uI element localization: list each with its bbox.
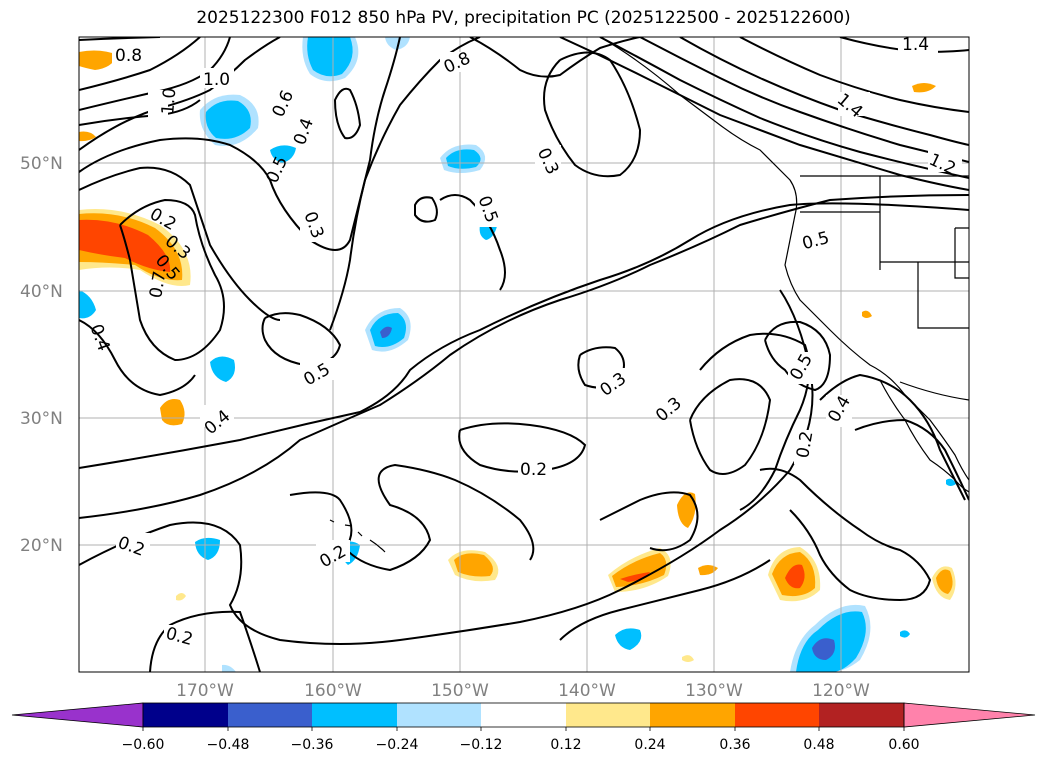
colorbar-bin [735,703,819,727]
precip-positive-blob [160,399,185,426]
baja-coast [879,379,969,493]
colorbar-tick-label: −0.60 [122,737,165,753]
precip-strong-blob [620,572,650,582]
lon-label: 120°W [812,681,870,701]
precip-negative-blob [205,100,251,139]
lat-label: 40°N [20,282,63,302]
colorbar-bin [819,703,904,727]
colorbar-tick-label: 0.24 [634,737,665,753]
north-america-coast [599,37,969,481]
precip-negative-blob [900,630,910,638]
colorbar-tick-label: −0.12 [460,737,503,753]
lat-label: 30°N [20,409,63,429]
precip-negative-blob [210,356,235,382]
lon-label: 140°W [558,681,616,701]
precip-positive-blob [936,569,953,594]
precip-negative-blob [195,537,220,560]
colorbar-extend-high [903,702,1036,728]
precip-strong-blob [79,219,171,272]
precip-negative-blob [946,478,956,486]
map-frame [78,36,970,673]
precip-positive-blob [79,50,118,70]
longitude-labels: 170°W 160°W 150°W 140°W 130°W 120°W [176,681,870,701]
page-title: 2025122300 F012 850 hPa PV, precipitatio… [196,8,851,28]
contour-label: 1.4 [902,35,929,55]
precip-negative-blob [79,290,96,319]
lat-label: 50°N [20,154,63,174]
precip-negative-blob [222,664,236,672]
lon-label: 130°W [685,681,743,701]
contour-label: 1.0 [203,70,230,90]
latitude-labels: 50°N 40°N 30°N 20°N [20,154,63,556]
precip-positive-blob [454,553,493,577]
colorbar-tick-label: 0.48 [803,737,834,753]
colorbar-bin [143,703,228,727]
colorbar-tick-label: 0.12 [550,737,581,753]
colorbar-bin [566,703,650,727]
colorbar-bin [481,703,566,727]
precip-positive-blob [698,565,718,576]
state-borders [800,176,969,329]
precip-positive-blob [912,83,936,93]
precip-positive-blob [79,131,96,142]
precip-negative-blob [615,628,642,650]
precip-negative-blob [812,638,835,660]
precipitation-fills [79,37,956,672]
precip-negative-blob [270,145,296,163]
colorbar-tick-label: −0.48 [207,737,250,753]
colorbar-bin [650,703,735,727]
lat-label: 20°N [20,536,63,556]
coastlines [329,37,969,553]
contour-label: 1.0 [158,87,180,116]
lon-label: 160°W [304,681,362,701]
contour-label: 0.2 [793,430,817,460]
precip-negative-blob [380,326,392,338]
precip-negative-blob [446,149,481,169]
precip-positive-blob [677,492,696,528]
colorbar-tick-label: 0.60 [888,737,919,753]
contour-label: 0.2 [520,460,547,480]
map-content: 0.8 1.0 1.0 0.6 0.5 0.4 0.3 0.8 0.3 0.5 … [79,35,969,672]
lon-label: 150°W [431,681,489,701]
contour-label: 0.8 [115,46,142,66]
colorbar-bin [312,703,397,727]
colorbar: −0.60 −0.48 −0.36 −0.24 −0.12 0.12 0.24 … [11,702,1036,753]
colorbar-bin [228,703,312,727]
colorbar-tick-label: −0.24 [376,737,419,753]
colorbar-tick-label: −0.36 [291,737,334,753]
us-mexico-border [899,381,969,401]
lon-label: 170°W [176,681,234,701]
precip-positive-blob [862,310,872,318]
colorbar-extend-low [11,702,144,728]
colorbar-bin [397,703,481,727]
precip-strong-blob [785,564,805,589]
precip-positive-blob [682,655,694,662]
hawaii-islands [329,519,386,553]
precip-positive-blob [176,593,186,601]
precip-negative-blob [307,37,353,77]
colorbar-tick-label: 0.36 [719,737,750,753]
contour-label: 0.7 [146,270,170,300]
